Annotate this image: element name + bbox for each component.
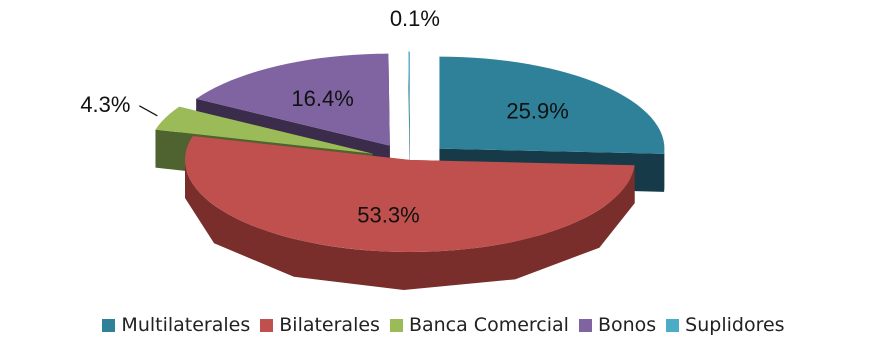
pie-slice-multilaterales (439, 56, 665, 154)
data-label: 25.9% (506, 99, 568, 124)
legend-item-bilaterales: Bilaterales (260, 314, 380, 336)
legend-swatch (260, 318, 274, 332)
legend-item-suplidores: Suplidores (666, 314, 785, 336)
legend-label: Multilaterales (121, 314, 251, 336)
data-labels: 25.9% 53.3% 4.3% 16.4% 0.1% (80, 6, 568, 228)
pie-top-faces (155, 51, 665, 252)
legend-item-banca-comercial: Banca Comercial (389, 314, 569, 336)
chart-legend: Multilaterales Bilaterales Banca Comercial… (0, 314, 887, 336)
leader-line (139, 105, 158, 117)
legend-swatch (578, 318, 592, 332)
legend-label: Banca Comercial (408, 314, 569, 336)
legend-label: Suplidores (685, 314, 785, 336)
legend-swatch (102, 318, 116, 332)
pie-slice-bilaterales (185, 136, 635, 252)
data-label: 16.4% (291, 86, 353, 111)
legend-swatch (389, 318, 403, 332)
data-label: 0.1% (390, 6, 440, 31)
legend-label: Bonos (597, 314, 657, 336)
pie-slice-banca-comercial (155, 106, 373, 154)
legend-item-multilaterales: Multilaterales (102, 314, 250, 336)
pie-slice-suplidores (408, 51, 410, 144)
data-label: 4.3% (80, 92, 130, 117)
data-label: 53.3% (357, 203, 419, 228)
legend-item-bonos: Bonos (578, 314, 657, 336)
legend-label: Bilaterales (279, 314, 380, 336)
pie-cut-wall (408, 51, 410, 182)
pie-wall-bilaterales (185, 160, 635, 290)
pie-slice-bonos (196, 53, 390, 146)
legend-swatch (666, 318, 680, 332)
